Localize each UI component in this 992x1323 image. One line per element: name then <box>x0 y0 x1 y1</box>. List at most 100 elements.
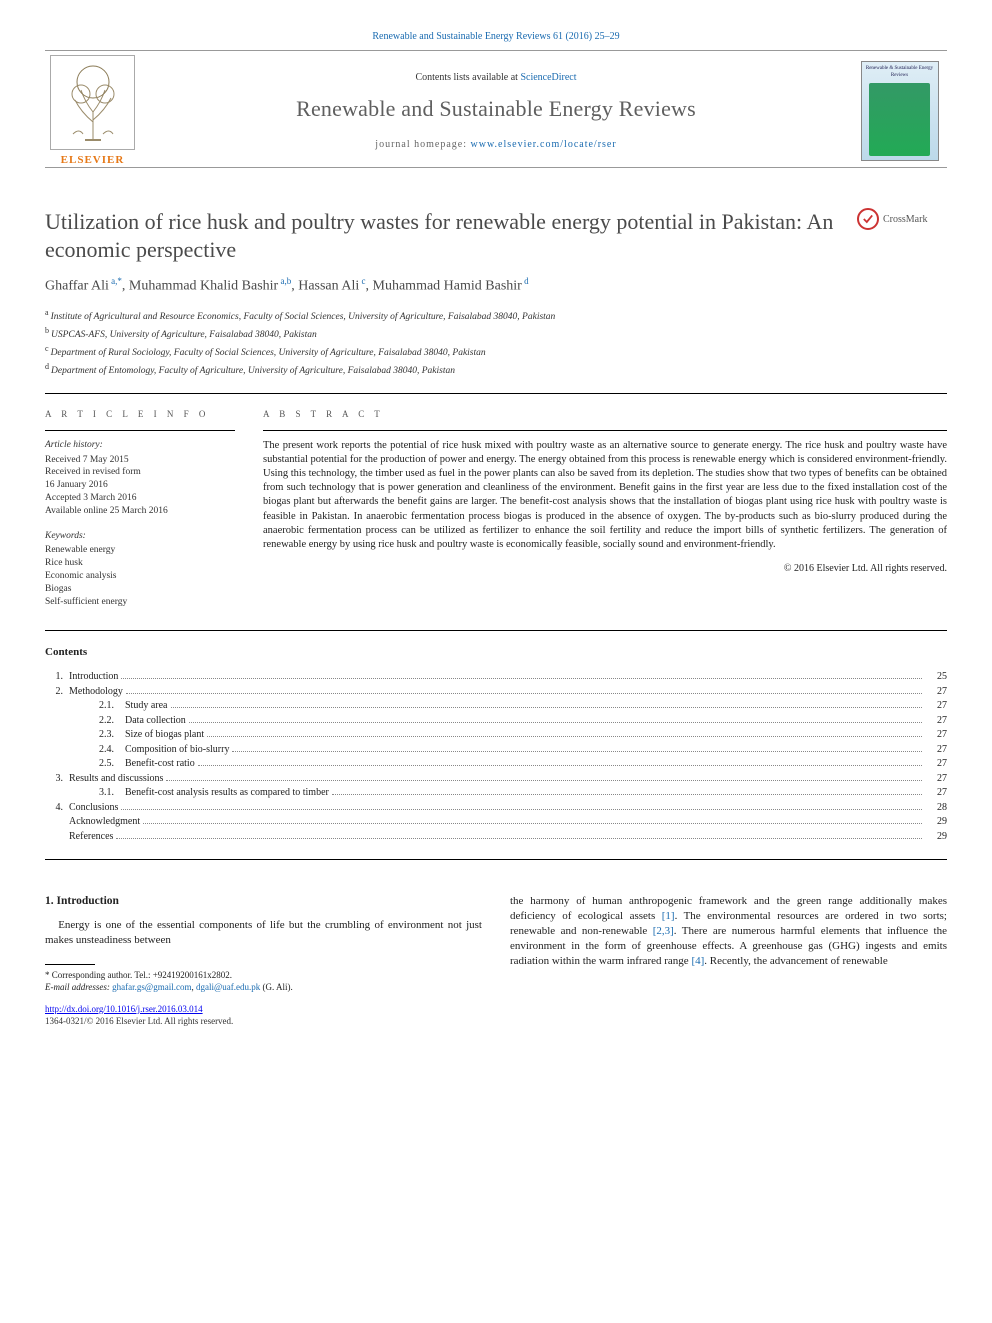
article-history-block: Article history: Received 7 May 2015Rece… <box>45 439 235 518</box>
rule <box>263 430 947 431</box>
toc-page: 25 <box>925 670 947 684</box>
rule <box>45 393 947 394</box>
section-heading: 1. Introduction <box>45 894 482 910</box>
toc-label: Size of biogas plant <box>125 728 204 742</box>
footnotes: * Corresponding author. Tel.: +924192001… <box>45 969 482 993</box>
affil-text: Department of Entomology, Faculty of Agr… <box>51 366 455 376</box>
rule <box>45 630 947 631</box>
toc-page: 28 <box>925 801 947 815</box>
toc-label: References <box>69 830 113 844</box>
doi-link[interactable]: http://dx.doi.org/10.1016/j.rser.2016.03… <box>45 1004 203 1014</box>
toc-dots <box>171 707 923 708</box>
toc-label: Introduction <box>69 670 118 684</box>
toc-dots <box>126 693 922 694</box>
body-para: Energy is one of the essential component… <box>45 918 482 948</box>
affiliation-line: b USPCAS-AFS, University of Agriculture,… <box>45 325 845 343</box>
body-columns: 1. Introduction Energy is one of the ess… <box>45 894 947 992</box>
email-line: E-mail addresses: ghafar.gs@gmail.com, d… <box>45 981 482 993</box>
body-para: the harmony of human anthropogenic frame… <box>510 894 947 968</box>
journal-title: Renewable and Sustainable Energy Reviews <box>148 94 844 124</box>
toc-num: 2. <box>45 685 69 699</box>
author-name: , Muhammad Khalid Bashir <box>122 279 278 294</box>
toc-row[interactable]: References 29 <box>45 830 947 844</box>
keywords-block: Keywords: Renewable energyRice huskEcono… <box>45 530 235 609</box>
toc-row[interactable]: 3.1.Benefit-cost analysis results as com… <box>45 786 947 800</box>
toc-row[interactable]: Acknowledgment 29 <box>45 815 947 829</box>
toc-row[interactable]: 1.Introduction25 <box>45 670 947 684</box>
abstract-copyright: © 2016 Elsevier Ltd. All rights reserved… <box>263 562 947 576</box>
rule <box>45 430 235 431</box>
toc-spacer <box>75 757 99 771</box>
toc-page: 27 <box>925 772 947 786</box>
keyword-item: Self-sufficient energy <box>45 596 235 609</box>
history-label: Article history: <box>45 439 235 452</box>
toc-label: Benefit-cost analysis results as compare… <box>125 786 329 800</box>
toc-label: Conclusions <box>69 801 118 815</box>
toc-row[interactable]: 2.4.Composition of bio-slurry27 <box>45 743 947 757</box>
journal-cover-thumb: Renewable & Sustainable Energy Reviews <box>861 61 939 161</box>
abstract-heading: A B S T R A C T <box>263 408 947 420</box>
toc-row[interactable]: 2.1.Study area27 <box>45 699 947 713</box>
keywords-label: Keywords: <box>45 530 235 543</box>
toc-num: 3. <box>45 772 69 786</box>
body-text: . Recently, the advancement of renewable <box>704 955 887 967</box>
toc-label: Acknowledgment <box>69 815 140 829</box>
toc-spacer <box>75 743 99 757</box>
affiliation-line: c Department of Rural Sociology, Faculty… <box>45 343 845 361</box>
history-item: 16 January 2016 <box>45 479 235 492</box>
toc-label: Benefit-cost ratio <box>125 757 195 771</box>
toc-page: 27 <box>925 685 947 699</box>
affil-text: Department of Rural Sociology, Faculty o… <box>51 348 486 358</box>
keyword-item: Renewable energy <box>45 544 235 557</box>
toc-page: 27 <box>925 728 947 742</box>
contents-heading: Contents <box>45 645 947 660</box>
contents-lists-line: Contents lists available at ScienceDirec… <box>148 71 844 85</box>
toc-dots <box>143 823 922 824</box>
citation-link[interactable]: [2,3] <box>653 925 674 937</box>
masthead: ELSEVIER Contents lists available at Sci… <box>45 50 947 169</box>
abstract-col: A B S T R A C T The present work reports… <box>263 408 947 621</box>
toc-row[interactable]: 2.3.Size of biogas plant27 <box>45 728 947 742</box>
sciencedirect-link[interactable]: ScienceDirect <box>520 72 576 83</box>
toc-page: 29 <box>925 815 947 829</box>
info-abstract-row: A R T I C L E I N F O Article history: R… <box>45 408 947 621</box>
toc-spacer <box>75 699 99 713</box>
article-info-heading: A R T I C L E I N F O <box>45 408 235 420</box>
citation-link[interactable]: [4] <box>691 955 704 967</box>
homepage-link[interactable]: www.elsevier.com/locate/rser <box>471 139 617 150</box>
toc-row[interactable]: 2.5.Benefit-cost ratio27 <box>45 757 947 771</box>
crossmark-badge[interactable]: CrossMark <box>857 208 947 230</box>
toc-row[interactable]: 4.Conclusions28 <box>45 801 947 815</box>
toc-page: 29 <box>925 830 947 844</box>
toc-row[interactable]: 2.2.Data collection27 <box>45 714 947 728</box>
toc-subnum: 3.1. <box>99 786 125 800</box>
toc-page: 27 <box>925 786 947 800</box>
keyword-item: Rice husk <box>45 557 235 570</box>
toc-row[interactable]: 3.Results and discussions27 <box>45 772 947 786</box>
affiliations: a Institute of Agricultural and Resource… <box>45 307 845 379</box>
toc-label: Data collection <box>125 714 186 728</box>
article-info-col: A R T I C L E I N F O Article history: R… <box>45 408 235 621</box>
toc-subnum: 2.1. <box>99 699 125 713</box>
author-name: Ghaffar Ali <box>45 279 109 294</box>
rule <box>45 859 947 860</box>
table-of-contents: 1.Introduction252.Methodology27 2.1.Stud… <box>45 670 947 843</box>
masthead-center: Contents lists available at ScienceDirec… <box>140 65 852 158</box>
author-affil-sup: d <box>522 276 529 286</box>
email-link[interactable]: dgali@uaf.edu.pk <box>196 982 260 992</box>
affil-text: USPCAS-AFS, University of Agriculture, F… <box>51 330 317 340</box>
toc-page: 27 <box>925 757 947 771</box>
toc-page: 27 <box>925 714 947 728</box>
email-link[interactable]: ghafar.gs@gmail.com <box>112 982 191 992</box>
citation-line[interactable]: Renewable and Sustainable Energy Reviews… <box>45 30 947 44</box>
toc-row[interactable]: 2.Methodology27 <box>45 685 947 699</box>
title-block: Utilization of rice husk and poultry was… <box>45 208 947 378</box>
publisher-logo-block: ELSEVIER <box>45 55 140 168</box>
keyword-item: Biogas <box>45 583 235 596</box>
corr-tel: +92419200161x2802. <box>153 970 232 980</box>
elsevier-tree-icon <box>50 55 135 150</box>
cover-thumb-image <box>869 83 930 156</box>
email-label: E-mail addresses: <box>45 982 112 992</box>
citation-link[interactable]: [1] <box>662 910 675 922</box>
history-item: Received 7 May 2015 <box>45 454 235 467</box>
